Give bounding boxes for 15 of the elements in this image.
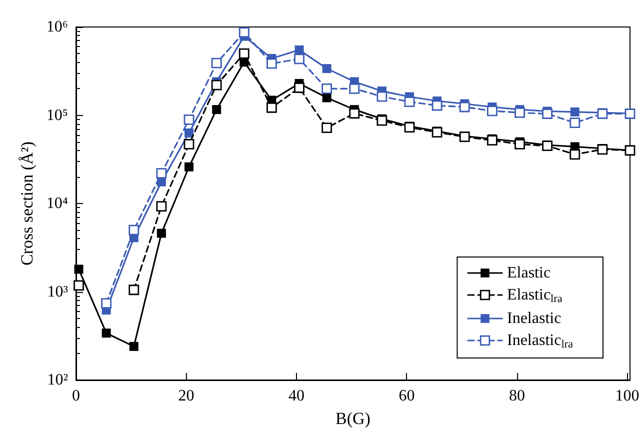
y-tick-label: 10⁵ bbox=[46, 106, 68, 124]
x-tick-label: 100 bbox=[615, 388, 640, 404]
y-tick-label: 10³ bbox=[47, 283, 68, 300]
x-tick-label: 60 bbox=[398, 388, 415, 404]
x-axis-title: B(G) bbox=[336, 409, 370, 428]
y-axis-title: Cross section (Å²) bbox=[18, 141, 37, 266]
legend-label: Inelastic bbox=[507, 310, 562, 327]
x-tick-label: 80 bbox=[508, 388, 525, 404]
x-tick-label: 20 bbox=[178, 388, 194, 404]
legend-label: Elastic bbox=[507, 264, 551, 282]
x-tick-label: 40 bbox=[288, 388, 304, 404]
y-tick-label: 10⁶ bbox=[46, 18, 68, 36]
x-tick-label: 0 bbox=[72, 388, 80, 404]
y-tick-label: 10⁴ bbox=[46, 195, 68, 212]
y-tick-label: 10² bbox=[47, 372, 68, 388]
